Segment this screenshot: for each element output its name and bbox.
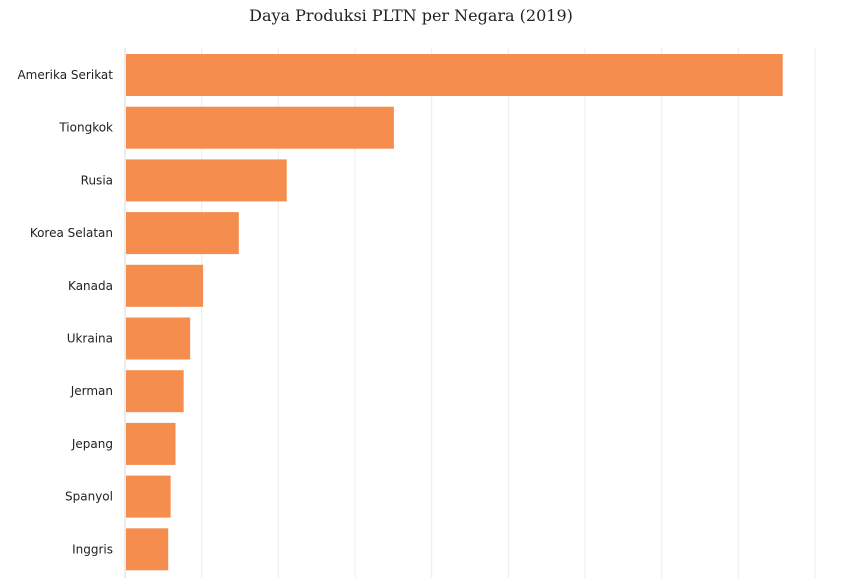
bar[interactable]	[126, 264, 204, 307]
bar[interactable]	[126, 370, 184, 413]
bar[interactable]	[126, 528, 169, 571]
category-label: Ukraina	[67, 332, 113, 346]
category-label: Rusia	[81, 173, 113, 187]
bar[interactable]	[126, 475, 171, 518]
bar[interactable]	[126, 317, 191, 360]
category-label: Kanada	[68, 279, 113, 293]
category-labels: Amerika Serikat Tiongkok Rusia Korea Selata…	[17, 68, 113, 556]
bars	[126, 54, 783, 571]
category-label: Spanyol	[65, 490, 113, 504]
category-label: Inggris	[72, 542, 113, 556]
category-label: Jepang	[71, 437, 113, 451]
category-label: Jerman	[70, 384, 113, 398]
bar[interactable]	[126, 159, 287, 202]
chart-title: Daya Produksi PLTN per Negara (2019)	[249, 6, 573, 25]
bar[interactable]	[126, 106, 394, 149]
bar[interactable]	[126, 212, 239, 255]
grid-lines	[201, 48, 816, 578]
category-label: Tiongkok	[58, 121, 113, 135]
bar[interactable]	[126, 422, 176, 465]
category-label: Korea Selatan	[30, 226, 113, 240]
bar[interactable]	[126, 54, 783, 96]
category-label: Amerika Serikat	[17, 68, 113, 82]
